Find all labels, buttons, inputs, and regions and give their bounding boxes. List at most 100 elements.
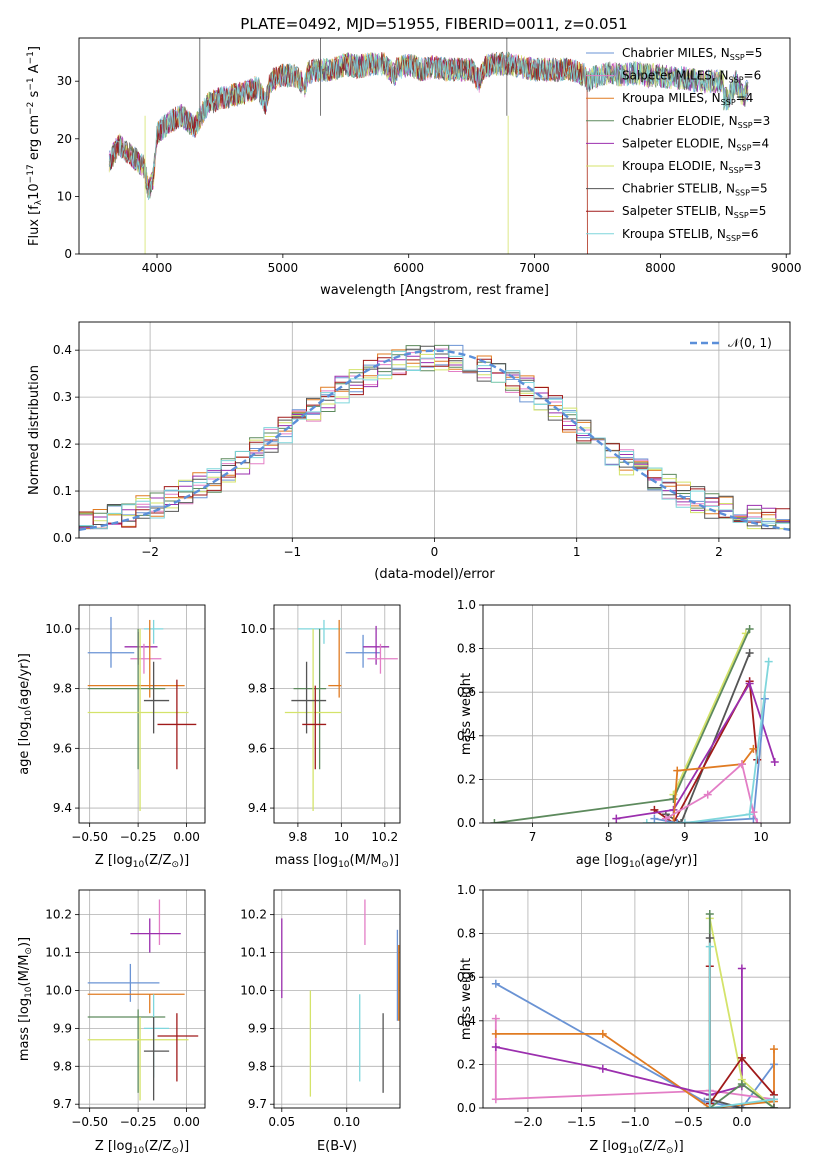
- y-tick-label: 0: [64, 247, 72, 261]
- y-axis-label: Normed distribution: [27, 365, 42, 495]
- y-tick-label: 1.0: [457, 598, 476, 612]
- y-axis-label: mass [log10(M/M⊙)]: [17, 937, 34, 1061]
- data-point: [285, 629, 341, 811]
- x-axis-label: Z [log10(Z/Z⊙)]: [95, 853, 189, 870]
- x-tick-label: 5000: [268, 261, 299, 275]
- label-part: ]: [27, 46, 42, 51]
- x-tick-label: 7000: [519, 261, 550, 275]
- y-tick-label: 9.6: [248, 741, 267, 755]
- y-tick-label: 10.1: [240, 946, 267, 960]
- y-tick-label: 0.3: [53, 390, 72, 404]
- legend-entry: Kroupa STELIB, NSSP=6: [622, 227, 759, 243]
- y-tick-label: 0.0: [457, 1101, 476, 1115]
- label-part: 10: [338, 860, 350, 870]
- label-part: A: [27, 64, 42, 77]
- y-tick-label: 9.9: [53, 1021, 72, 1035]
- label-part: Salpeter ELODIE, N: [622, 136, 736, 150]
- spectrum-line: [109, 53, 587, 266]
- x-tick-label: 6000: [393, 261, 424, 275]
- label-part: SSP: [735, 189, 750, 198]
- data-point: [158, 680, 197, 770]
- weight-marker: [492, 1095, 500, 1103]
- label-part: SSP: [730, 53, 745, 62]
- label-part: =6: [744, 69, 762, 83]
- label-part: SSP: [734, 211, 749, 220]
- label-part: 10: [133, 1146, 145, 1156]
- x-axis-label: Z [log10(Z/Z⊙)]: [95, 1139, 189, 1156]
- y-tick-label: 0.0: [53, 531, 72, 545]
- label-part: SSP: [726, 234, 741, 243]
- label-part: −1: [26, 51, 36, 64]
- data-point: [88, 617, 135, 668]
- label-part: ⊙: [666, 1146, 674, 1156]
- x-axis-label: E(B-V): [317, 1139, 357, 1154]
- spectrum-panel: 4000 5000 6000 7000 8000 90000102030wavelengt…: [26, 38, 801, 298]
- x-tick-label: −1: [283, 545, 301, 559]
- label-part: =5: [749, 204, 767, 218]
- label-part: Z [log: [95, 1139, 133, 1154]
- data-point: [328, 620, 341, 698]
- x-axis-label: Z [log10(Z/Z⊙)]: [589, 1139, 683, 1156]
- x-tick-label: 8000: [645, 261, 676, 275]
- spectrum-line: [109, 52, 587, 265]
- x-tick-label: 7: [529, 830, 537, 844]
- x-tick-label: −2.0: [513, 1115, 542, 1129]
- label-part: Chabrier ELODIE, N: [622, 114, 738, 128]
- data-point: [346, 635, 381, 668]
- x-tick-label: 0.05: [268, 1115, 295, 1129]
- y-tick-label: 9.4: [53, 801, 72, 815]
- weight-marker: [770, 1045, 778, 1053]
- data-point: [144, 620, 163, 644]
- label-part: 10: [27, 183, 42, 200]
- x-tick-label: −0.25: [120, 1115, 157, 1129]
- y-tick-label: 9.6: [53, 741, 72, 755]
- label-part: Chabrier STELIB, N: [622, 182, 735, 196]
- label-part: 10: [629, 860, 641, 870]
- label-part: SSP: [721, 98, 736, 107]
- y-tick-label: 10.0: [45, 983, 72, 997]
- y-tick-label: 10.0: [240, 983, 267, 997]
- label-part: SSP: [729, 76, 744, 85]
- axes-frame: [274, 890, 400, 1108]
- y-tick-label: 9.9: [248, 1021, 267, 1035]
- y-axis-label: mass weight: [459, 958, 474, 1040]
- label-part: 10: [24, 986, 34, 998]
- weight-marker: [746, 649, 754, 657]
- data-point: [291, 662, 326, 734]
- y-tick-label: 9.8: [53, 1059, 72, 1073]
- data-point: [144, 1017, 169, 1100]
- x-tick-label: 10: [753, 830, 768, 844]
- x-tick-label: 4000: [142, 261, 173, 275]
- weight-vs-metallicity-panel: −2.0 −1.5 −1.0 −0.5 0.00.00.20.40.60.81.0mas…: [457, 883, 790, 1156]
- label-part: (M/M: [350, 853, 382, 868]
- weight-marker: [492, 1015, 500, 1023]
- y-tick-label: 20: [57, 132, 72, 146]
- x-axis-label: mass [log10(M/M⊙)]: [275, 853, 399, 870]
- label-part: ⊙: [381, 860, 389, 870]
- label-part: 10: [627, 1146, 639, 1156]
- label-part: (age/yr)]: [17, 653, 32, 710]
- label-part: =6: [741, 227, 759, 241]
- legend-entry: Chabrier MILES, NSSP=5: [622, 46, 762, 62]
- y-tick-label: 9.8: [53, 682, 72, 696]
- x-tick-label: 0.00: [173, 830, 200, 844]
- label-part: )]: [179, 853, 189, 868]
- y-tick-label: 9.7: [53, 1097, 72, 1111]
- label-part: SSP: [738, 121, 753, 130]
- label-part: Kroupa STELIB, N: [622, 227, 726, 241]
- label-part: −1: [26, 77, 36, 90]
- label-part: )]: [179, 1139, 189, 1154]
- label-part: Z [log: [95, 853, 133, 868]
- label-part: age [log: [576, 853, 629, 868]
- x-tick-label: 9000: [771, 261, 802, 275]
- label-part: (Z/Z: [144, 853, 171, 868]
- y-tick-label: 0.8: [457, 927, 476, 941]
- y-tick-label: 1.0: [457, 883, 476, 897]
- label-part: (M/M: [17, 955, 32, 987]
- plot-area: [490, 625, 778, 827]
- label-part: Salpeter MILES, N: [622, 69, 729, 83]
- x-tick-label: −1.5: [567, 1115, 596, 1129]
- x-tick-label: −0.50: [71, 830, 108, 844]
- x-tick-label: 0.10: [333, 1115, 360, 1129]
